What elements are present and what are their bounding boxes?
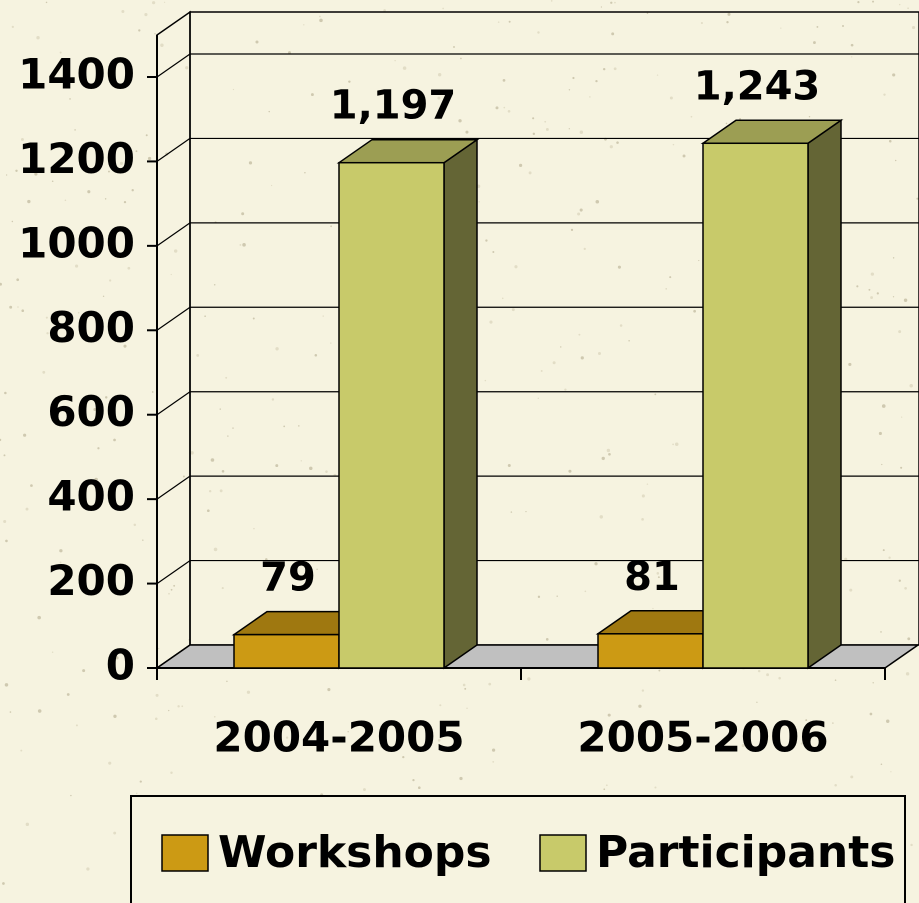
legend-box	[130, 795, 906, 903]
legend-swatch	[161, 834, 209, 872]
y-tick-label: 600	[47, 387, 135, 436]
legend-label: Participants	[596, 827, 895, 878]
y-tick-label: 200	[47, 556, 135, 605]
legend-swatch	[539, 834, 587, 872]
y-tick-label: 800	[47, 303, 135, 352]
grid-line	[156, 475, 191, 500]
grid-line	[156, 53, 191, 78]
y-tick-label: 0	[106, 641, 135, 690]
y-tick-label: 1400	[18, 50, 135, 99]
bar	[597, 633, 704, 669]
value-label: 81	[624, 554, 680, 600]
bar-side	[807, 118, 842, 670]
grid-line	[156, 560, 191, 585]
value-label: 79	[260, 555, 316, 601]
bar	[338, 161, 445, 669]
x-tick-label: 2005-2006	[577, 713, 828, 762]
grid-line	[156, 391, 191, 416]
bar-side	[443, 138, 478, 670]
grid-line	[156, 137, 191, 162]
value-label: 1,243	[694, 63, 821, 109]
x-tick-label: 2004-2005	[213, 713, 464, 762]
y-tick-label: 400	[47, 472, 135, 521]
y-tick-label: 1000	[18, 218, 135, 267]
bar	[702, 142, 809, 669]
grid-line	[156, 306, 191, 331]
y-tick-label: 1200	[18, 134, 135, 183]
bar	[233, 633, 340, 669]
value-label: 1,197	[330, 83, 457, 129]
legend-label: Workshops	[218, 827, 492, 878]
grid-line	[156, 222, 191, 247]
